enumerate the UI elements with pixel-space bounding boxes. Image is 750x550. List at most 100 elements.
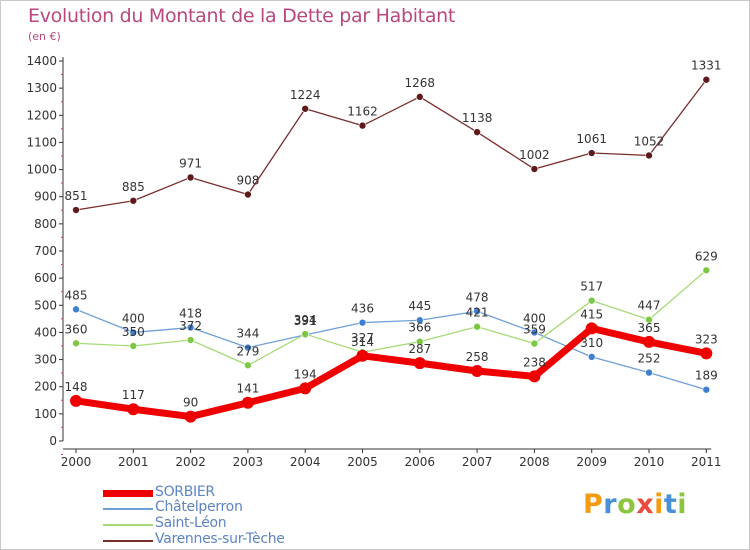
data-point — [643, 335, 655, 348]
logo-letter: i — [654, 489, 664, 520]
data-label: 1331 — [691, 59, 722, 73]
data-label: 314 — [351, 335, 374, 349]
data-point — [585, 322, 598, 335]
data-point — [244, 190, 252, 199]
data-point — [72, 305, 80, 314]
data-label: 327 — [351, 331, 374, 345]
data-point — [244, 361, 252, 370]
y-tick-label: 200 — [34, 380, 57, 394]
data-point — [129, 196, 138, 205]
data-label: 1061 — [576, 132, 607, 146]
series-line — [75, 308, 707, 391]
data-point — [301, 104, 310, 113]
data-point — [471, 364, 484, 377]
data-label: 238 — [523, 355, 546, 369]
data-label: 478 — [466, 290, 489, 304]
data-point — [184, 410, 197, 423]
y-tick-label: 1400 — [26, 54, 57, 68]
data-label: 908 — [236, 174, 259, 188]
y-tick-label: 1300 — [26, 81, 57, 95]
x-tick-label: 2003 — [233, 455, 264, 469]
data-point — [356, 349, 369, 362]
data-point — [415, 93, 424, 101]
data-point — [358, 318, 367, 327]
data-point — [473, 322, 481, 331]
x-tick-label: 2011 — [691, 455, 722, 469]
x-tick-label: 2005 — [347, 455, 378, 469]
x-tick-label: 2002 — [175, 455, 206, 469]
data-point — [530, 165, 539, 173]
data-label: 1052 — [634, 134, 665, 148]
x-tick-label: 2006 — [405, 455, 436, 469]
data-label: 279 — [236, 344, 259, 358]
legend-swatch — [103, 490, 153, 497]
data-label: 436 — [351, 302, 374, 316]
x-tick-label: 2007 — [462, 455, 493, 469]
x-tick-label: 2009 — [576, 455, 607, 469]
data-label: 189 — [695, 369, 718, 383]
chart-subtitle: (en €) — [28, 30, 61, 43]
data-label: 517 — [580, 280, 603, 294]
data-label: 485 — [65, 288, 88, 302]
data-point — [244, 343, 252, 352]
data-point — [186, 323, 195, 332]
x-tick-label: 2010 — [634, 455, 665, 469]
data-point — [72, 339, 80, 348]
series-line — [72, 324, 710, 421]
data-label: 391 — [294, 314, 317, 328]
legend-swatch — [103, 540, 153, 542]
data-label: 323 — [695, 332, 718, 346]
y-tick-label: 1200 — [26, 108, 57, 122]
data-label: 445 — [408, 299, 431, 313]
data-point — [129, 328, 138, 337]
data-point — [473, 128, 481, 136]
data-point — [70, 394, 82, 407]
data-point — [587, 296, 596, 305]
data-point — [72, 206, 80, 214]
data-label: 971 — [179, 156, 202, 170]
data-point — [473, 307, 481, 316]
logo-letter: r — [603, 489, 618, 520]
data-label: 258 — [466, 350, 489, 364]
data-point — [528, 370, 541, 383]
data-label: 851 — [65, 189, 88, 203]
x-tick-label: 2001 — [118, 455, 149, 469]
legend-label: Châtelperron — [155, 499, 243, 515]
y-tick-label: 800 — [34, 217, 57, 231]
y-tick-label: 400 — [34, 325, 57, 339]
legend-label: Varennes-sur-Tèche — [155, 531, 285, 547]
data-label: 1224 — [290, 88, 321, 102]
y-tick-label: 600 — [34, 271, 57, 285]
data-point — [700, 347, 713, 360]
data-label: 1268 — [405, 76, 436, 90]
data-point — [358, 121, 367, 130]
data-label: 418 — [179, 307, 202, 321]
data-point — [241, 396, 254, 409]
logo-letter: i — [677, 489, 688, 520]
legend-swatch — [103, 524, 153, 526]
y-tick-label: 900 — [34, 190, 57, 204]
data-point — [129, 342, 138, 350]
data-point — [530, 328, 539, 337]
data-label: 400 — [122, 311, 145, 325]
data-label: 360 — [65, 322, 88, 336]
data-point — [127, 403, 140, 416]
logo-letter: t — [663, 489, 678, 520]
data-label: 90 — [183, 396, 198, 410]
data-point — [299, 382, 312, 395]
data-label: 400 — [523, 311, 546, 325]
data-label: 447 — [638, 299, 661, 313]
data-point — [702, 266, 711, 275]
data-point — [645, 368, 653, 377]
chart-title: Evolution du Montant de la Dette par Hab… — [28, 5, 456, 27]
data-point — [645, 315, 653, 324]
data-label: 365 — [638, 321, 661, 335]
data-label: 148 — [65, 380, 88, 394]
data-label: 629 — [695, 249, 718, 263]
x-tick-label: 2000 — [61, 455, 92, 469]
y-tick-label: 700 — [34, 244, 57, 258]
data-point — [702, 75, 711, 84]
data-label: 252 — [638, 352, 661, 366]
